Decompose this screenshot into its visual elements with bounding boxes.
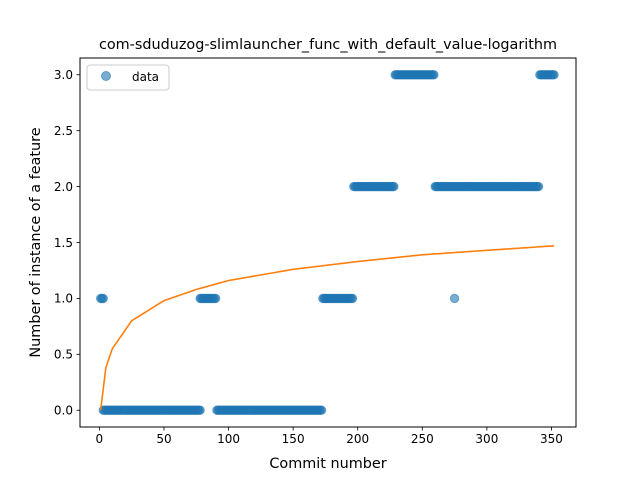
x-tick-label: 150 xyxy=(282,432,305,446)
data-point xyxy=(347,293,358,304)
data-point xyxy=(549,70,559,80)
y-tick-label: 2.0 xyxy=(54,180,73,194)
x-tick-label: 300 xyxy=(475,432,498,446)
y-tick-label: 3.0 xyxy=(54,68,73,82)
x-tick-label: 350 xyxy=(540,432,563,446)
plot-area xyxy=(95,70,559,415)
y-tick-label: 1.5 xyxy=(54,236,73,250)
y-tick-label: 1.0 xyxy=(54,292,73,306)
y-tick-label: 2.5 xyxy=(54,124,73,138)
data-point xyxy=(210,293,221,304)
x-axis-label: Commit number xyxy=(269,456,386,472)
x-axis-ticks: 0 50 100 150 200 250 300 350 xyxy=(96,427,563,446)
fit-curve xyxy=(99,245,555,411)
x-tick-label: 200 xyxy=(346,432,369,446)
x-tick-label: 0 xyxy=(96,432,104,446)
legend-label-data: data xyxy=(132,70,159,84)
y-axis-ticks: 0.0 0.5 1.0 1.5 2.0 2.5 3.0 xyxy=(54,68,80,418)
y-axis-label: Number of instance of a feature xyxy=(28,127,44,357)
legend-marker xyxy=(101,71,111,81)
data-point xyxy=(449,293,460,304)
data-point xyxy=(195,405,205,415)
x-tick-label: 250 xyxy=(411,432,434,446)
x-tick-label: 50 xyxy=(156,432,171,446)
chart-title: com-sduduzog-slimlauncher_func_with_defa… xyxy=(99,37,557,53)
legend: data xyxy=(86,64,170,91)
data-point xyxy=(316,405,327,415)
data-point xyxy=(389,181,399,192)
y-tick-label: 0.0 xyxy=(54,404,73,418)
data-point xyxy=(98,293,108,304)
data-point xyxy=(429,70,439,80)
y-tick-label: 0.5 xyxy=(54,348,73,362)
x-tick-label: 100 xyxy=(217,432,240,446)
data-point xyxy=(533,181,544,192)
